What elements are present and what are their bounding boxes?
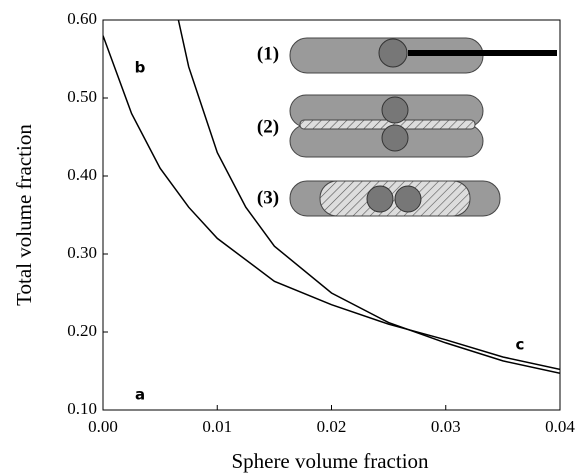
sphere [378,38,408,68]
x-tick-label: 0.04 [545,417,575,436]
sphere [381,96,409,124]
sphere [394,185,422,213]
sphere [366,185,394,213]
sphere [381,124,409,152]
x-tick-label: 0.01 [202,417,232,436]
inset-label: (2) [257,116,279,137]
inset-label: (1) [257,43,279,64]
annotation: a [135,386,145,404]
inset-diagrams [289,37,557,217]
annotation: b [135,59,146,77]
curve [177,20,560,375]
y-tick-label: 0.50 [67,87,97,106]
y-tick-label: 0.30 [67,243,97,262]
y-axis-label: Total volume fraction [12,124,36,306]
curve [103,35,560,371]
y-tick-label: 0.20 [67,321,97,340]
annotation: c [516,336,525,354]
x-axis-label: Sphere volume fraction [231,449,429,473]
x-tick-label: 0.03 [431,417,461,436]
y-tick-label: 0.40 [67,165,97,184]
x-tick-label: 0.02 [317,417,347,436]
x-tick-label: 0.00 [88,417,118,436]
y-tick-label: 0.60 [67,9,97,28]
y-tick-label: 0.10 [67,399,97,418]
inset-label: (3) [257,187,279,208]
